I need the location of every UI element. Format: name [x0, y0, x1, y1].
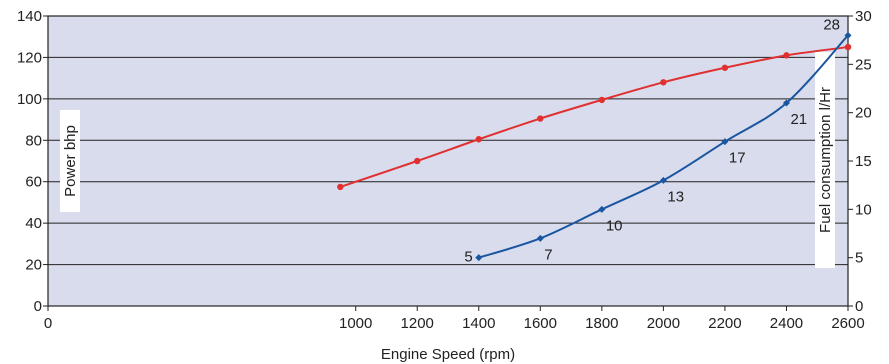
- fuel-point: [844, 31, 852, 39]
- y2-tick-label: 25: [855, 56, 872, 73]
- y2-tick-label: 10: [855, 201, 872, 218]
- x-tick-label: 2200: [708, 315, 741, 332]
- power-point: [414, 157, 421, 165]
- x-tick-label: 0: [44, 315, 52, 332]
- x-tick-label: 1600: [524, 315, 557, 332]
- fuel-data-label: 10: [606, 217, 623, 234]
- fuel-point: [536, 234, 544, 242]
- y2-tick-label: 5: [855, 250, 863, 267]
- power-point: [844, 43, 852, 51]
- power-point: [721, 64, 729, 71]
- fuel-data-label: 21: [790, 111, 807, 128]
- y2-axis-title: Fuel consumption l/Hr: [817, 87, 834, 233]
- y-tick-label: 0: [34, 298, 42, 315]
- y-tick-label: 80: [25, 132, 42, 149]
- x-tick-label: 1800: [585, 315, 618, 332]
- fuel-point: [475, 254, 483, 262]
- fuel-point: [721, 138, 729, 146]
- power-point: [475, 136, 482, 143]
- fuel-data-label: 28: [823, 16, 840, 33]
- x-tick-label: 1000: [339, 315, 372, 332]
- power-point: [783, 52, 790, 59]
- fuel-point: [598, 205, 606, 213]
- y-tick-label: 100: [17, 91, 42, 108]
- fuel-point: [659, 176, 667, 184]
- power-point: [660, 79, 667, 86]
- y-tick-label: 40: [25, 215, 42, 232]
- y2-tick-label: 20: [855, 105, 872, 122]
- y2-axis-title-bg: [815, 52, 835, 268]
- x-tick-label: 2600: [831, 315, 864, 332]
- y2-tick-label: 15: [855, 153, 872, 170]
- power-point: [598, 96, 606, 104]
- y-axis-title: Power bhp: [62, 125, 79, 197]
- power-line: [339, 46, 849, 188]
- power-point: [337, 183, 344, 191]
- y-tick-label: 120: [17, 49, 42, 66]
- y-tick-label: 20: [25, 257, 42, 274]
- power-point: [537, 115, 544, 122]
- y2-tick-label: 0: [855, 298, 863, 315]
- fuel-data-label: 5: [464, 249, 472, 266]
- label-layer: 5 7 10 13 17 21 28: [464, 16, 840, 265]
- x-tick-label: 2000: [647, 315, 680, 332]
- fuel-data-label: 17: [729, 150, 746, 167]
- fuel-point: [782, 99, 790, 107]
- y-axis-title-bg: [60, 110, 80, 212]
- x-axis-title: Engine Speed (rpm): [381, 346, 515, 363]
- fuel-data-label: 13: [667, 188, 684, 205]
- plot-background: [48, 16, 848, 306]
- gridlines: [48, 56, 848, 266]
- x-tick-label: 1200: [401, 315, 434, 332]
- x-tick-label: 2400: [770, 315, 803, 332]
- y-tick-label: 140: [17, 8, 42, 25]
- y2-tick-label: 30: [855, 8, 872, 25]
- series-layer: [337, 31, 852, 262]
- y-tick-label: 60: [25, 174, 42, 191]
- fuel-data-label: 7: [544, 246, 552, 263]
- x-tick-label: 1400: [462, 315, 495, 332]
